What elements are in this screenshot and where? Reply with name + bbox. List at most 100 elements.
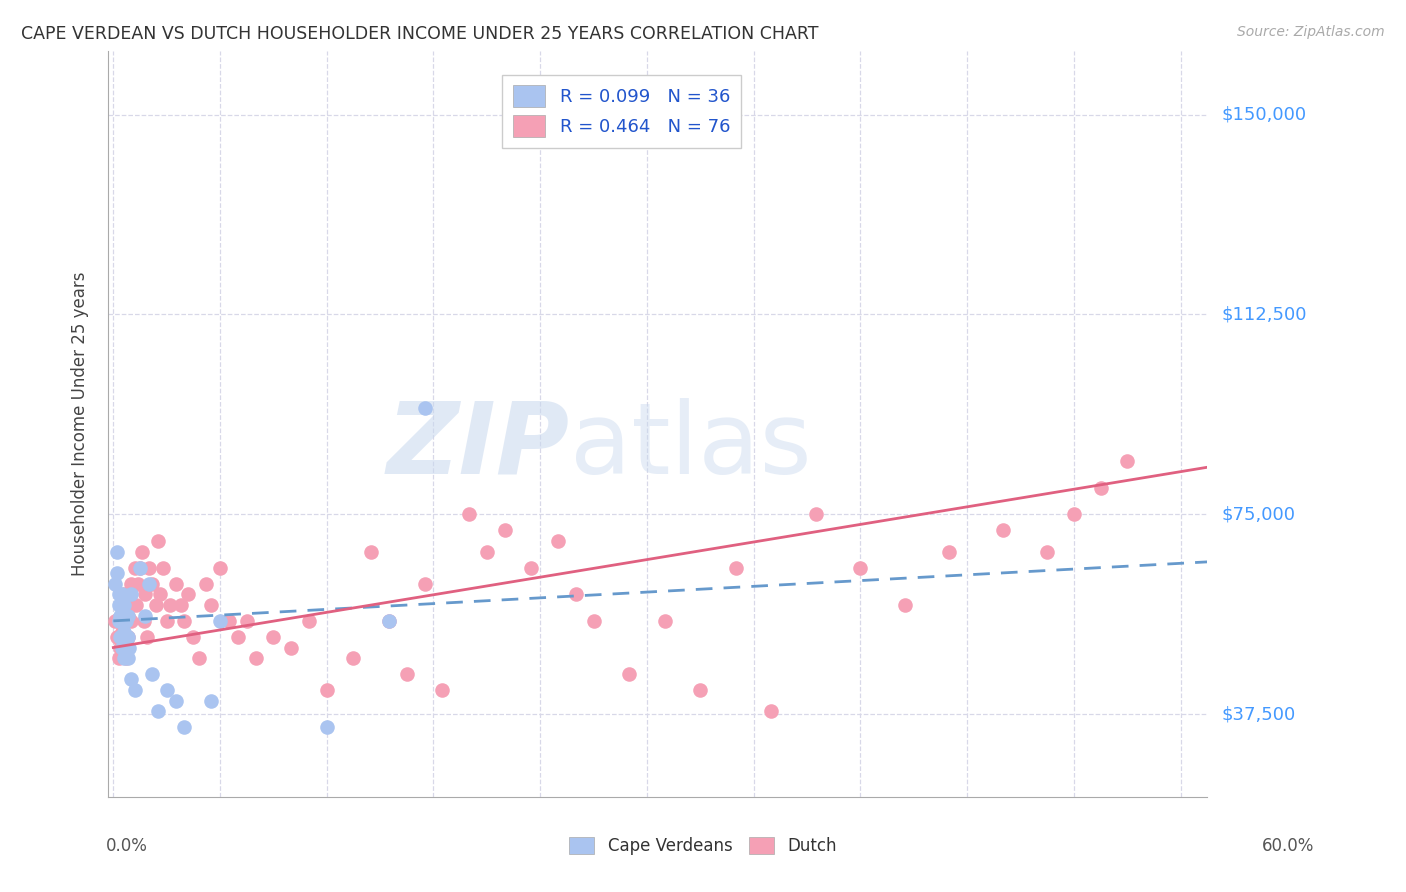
Point — [165, 576, 187, 591]
Point — [105, 566, 128, 580]
Point — [132, 614, 155, 628]
Point — [111, 624, 134, 639]
Point — [194, 576, 217, 591]
Point — [342, 651, 364, 665]
Point — [565, 587, 588, 601]
Point — [120, 614, 142, 628]
Point — [689, 683, 711, 698]
Point — [104, 576, 127, 591]
Point — [114, 614, 136, 628]
Point — [124, 560, 146, 574]
Point — [118, 640, 141, 655]
Text: 60.0%: 60.0% — [1263, 837, 1315, 855]
Point — [177, 587, 200, 601]
Point — [991, 523, 1014, 537]
Point — [152, 560, 174, 574]
Point — [761, 705, 783, 719]
Point — [134, 587, 156, 601]
Point — [111, 587, 134, 601]
Point — [110, 640, 132, 655]
Point — [120, 673, 142, 687]
Point — [111, 598, 134, 612]
Point — [209, 560, 232, 574]
Point — [226, 630, 249, 644]
Point — [1063, 508, 1085, 522]
Point — [114, 614, 136, 628]
Point — [107, 651, 129, 665]
Point — [127, 576, 149, 591]
Point — [209, 614, 232, 628]
Point — [654, 614, 676, 628]
Point — [117, 630, 139, 644]
Legend: Cape Verdeans, Dutch: Cape Verdeans, Dutch — [562, 830, 844, 862]
Point — [112, 630, 135, 644]
Point — [494, 523, 516, 537]
Point — [187, 651, 209, 665]
Point — [111, 640, 134, 655]
Point — [131, 544, 153, 558]
Point — [107, 598, 129, 612]
Point — [582, 614, 605, 628]
Point — [110, 608, 132, 623]
Text: ZIP: ZIP — [387, 398, 569, 494]
Point — [315, 683, 337, 698]
Point — [120, 576, 142, 591]
Point — [200, 598, 222, 612]
Point — [136, 630, 159, 644]
Point — [173, 614, 195, 628]
Point — [117, 630, 139, 644]
Point — [245, 651, 267, 665]
Point — [378, 614, 401, 628]
Point — [107, 614, 129, 628]
Text: 0.0%: 0.0% — [105, 837, 148, 855]
Point — [145, 598, 167, 612]
Point — [124, 683, 146, 698]
Point — [1116, 454, 1139, 468]
Point — [159, 598, 181, 612]
Point — [117, 651, 139, 665]
Text: $150,000: $150,000 — [1222, 105, 1306, 124]
Point — [138, 576, 160, 591]
Point — [114, 651, 136, 665]
Point — [146, 705, 169, 719]
Point — [125, 598, 148, 612]
Point — [112, 587, 135, 601]
Point — [107, 587, 129, 601]
Point — [849, 560, 872, 574]
Point — [112, 598, 135, 612]
Point — [262, 630, 284, 644]
Point — [107, 614, 129, 628]
Point — [938, 544, 960, 558]
Point — [298, 614, 321, 628]
Point — [165, 694, 187, 708]
Point — [617, 667, 640, 681]
Point — [458, 508, 481, 522]
Point — [183, 630, 205, 644]
Y-axis label: Householder Income Under 25 years: Householder Income Under 25 years — [72, 271, 89, 576]
Point — [235, 614, 257, 628]
Point — [156, 683, 179, 698]
Point — [413, 576, 436, 591]
Point — [129, 560, 152, 574]
Point — [156, 614, 179, 628]
Point — [200, 694, 222, 708]
Point — [110, 630, 132, 644]
Point — [138, 560, 160, 574]
Point — [173, 721, 195, 735]
Point — [141, 576, 163, 591]
Point — [1090, 481, 1112, 495]
Point — [475, 544, 498, 558]
Point — [520, 560, 543, 574]
Point — [148, 587, 170, 601]
Text: $75,000: $75,000 — [1222, 505, 1295, 524]
Point — [112, 651, 135, 665]
Point — [413, 401, 436, 415]
Point — [1036, 544, 1059, 558]
Point — [146, 533, 169, 548]
Point — [894, 598, 917, 612]
Point — [280, 640, 302, 655]
Point — [105, 544, 128, 558]
Point — [395, 667, 418, 681]
Point — [117, 608, 139, 623]
Point — [105, 630, 128, 644]
